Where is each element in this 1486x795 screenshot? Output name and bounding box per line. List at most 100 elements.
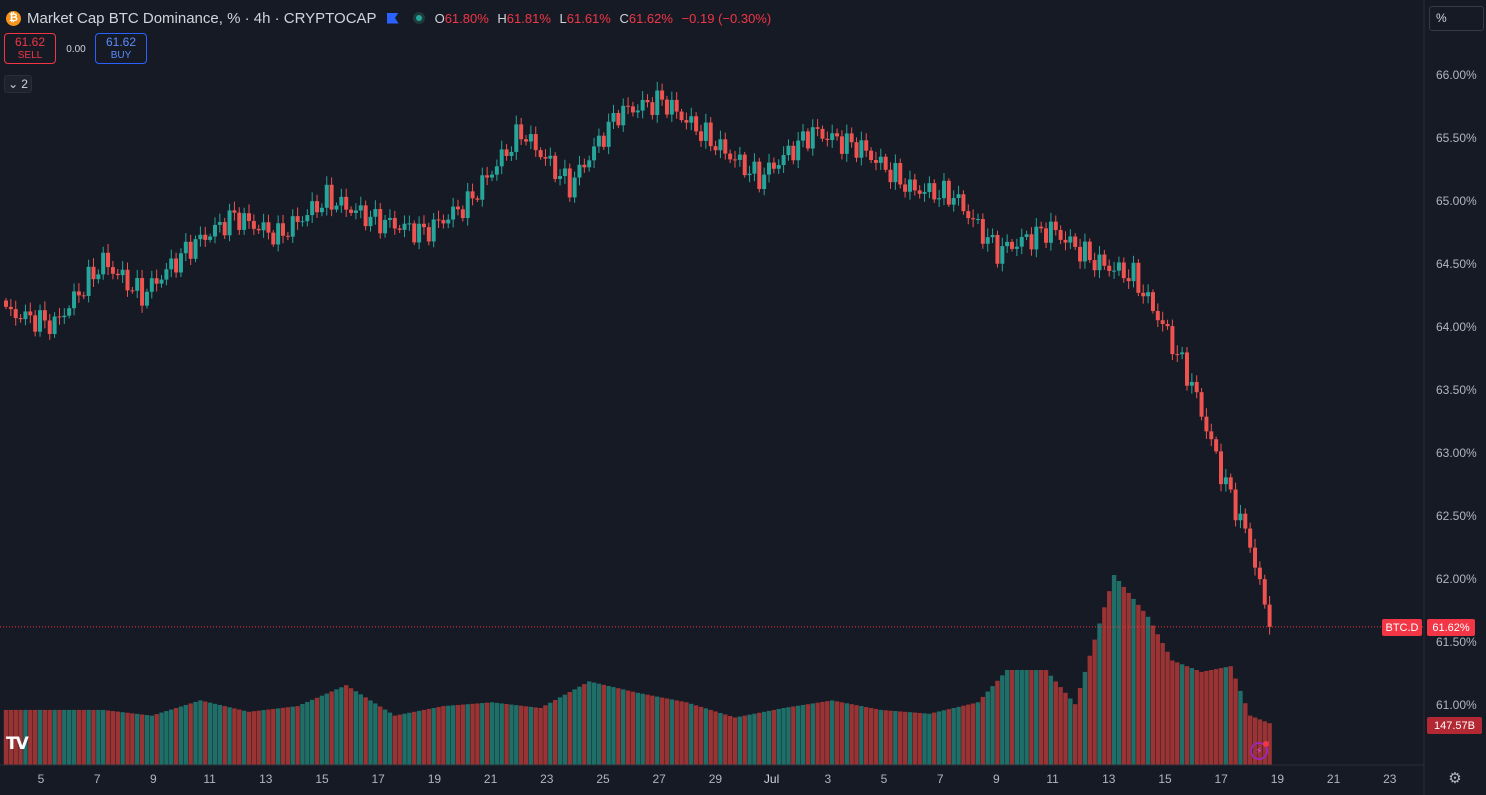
candle-body [1073,236,1078,247]
candle-body [101,252,106,275]
tradingview-logo[interactable]: TV [6,734,29,754]
candle-body [640,99,645,111]
volume-bar [917,712,922,765]
candle-body [601,135,606,147]
flag-icon[interactable] [386,12,399,24]
candle-body [689,116,694,123]
candle-body [421,223,426,228]
candle-body [67,308,72,316]
volume-bar [135,713,140,765]
candle-body [679,111,684,121]
candle-body [305,215,310,222]
candle-body [76,291,81,296]
volume-bar [689,703,694,765]
candle-body [1189,381,1194,386]
volume-bar [888,710,893,765]
volume-bar [1087,655,1092,765]
date-tick-label: 19 [427,772,442,786]
candle-body [742,154,747,176]
candle-body [266,222,271,233]
volume-bar [198,700,203,765]
volume-bar [188,703,193,765]
volume-bar [655,696,660,765]
candle-body [1053,221,1058,231]
volume-bar [373,703,378,765]
candle-body [4,300,8,307]
volume-bar [290,706,295,765]
candle-body [1141,292,1146,297]
candle-body [781,155,786,166]
candle-body [1121,262,1126,279]
volume-bar [810,703,815,765]
close-value: 61.62% [628,10,673,26]
candle-body [971,218,976,220]
sell-button[interactable]: 61.62 SELL [4,33,56,64]
candle-body [480,175,485,200]
candle-body [903,184,908,192]
symbol-title[interactable]: Market Cap BTC Dominance, % · 4h · CRYPT… [27,9,377,27]
candle-body [159,279,164,284]
indicators-toggle-button[interactable]: ⌄ 2 [4,75,32,93]
candle-body [120,269,125,276]
date-tick-label: 19 [1270,772,1285,786]
candle-body [956,194,961,199]
volume-bar [339,687,344,765]
candle-body [1238,513,1243,521]
candle-body [455,206,460,210]
volume-bar [932,712,937,765]
candle-body [698,131,703,141]
volume-bar [518,705,524,765]
volume-bar [149,715,154,765]
volume-bar [795,705,801,765]
candle-body [1107,265,1112,271]
candle-body [733,159,737,161]
volume-bar [1233,678,1238,765]
candle-body [217,222,222,225]
candle-body [144,291,149,306]
volume-bar [956,706,961,765]
candle-body [334,205,339,210]
buy-button[interactable]: 61.62 BUY [95,33,147,64]
volume-bar [1184,666,1190,765]
volume-bar [684,702,689,765]
volume-bar [1150,625,1156,765]
volume-bar [883,710,888,765]
candle-body [227,210,232,236]
candle-body [1039,226,1044,229]
candle-body [1175,354,1180,356]
candle-body [149,278,154,292]
volume-bar [791,706,796,765]
volume-bar [1073,704,1078,765]
date-tick-label: 25 [596,772,610,786]
lightning-icon[interactable]: ⚡ [1250,741,1269,760]
candle-body [193,239,198,259]
candle-body [344,196,349,210]
volume-bar [23,709,28,765]
market-status-icon[interactable] [412,12,425,24]
volume-bar [154,714,159,765]
candle-body [796,140,801,161]
volume-bar [820,701,825,765]
price-tick-label: 63.00% [1436,446,1477,460]
volume-bar [300,704,305,765]
candle-body [519,124,524,140]
scale-mode-button[interactable]: % [1429,6,1484,31]
high-value: 61.81% [506,10,551,26]
candle-body [140,278,145,306]
candle-body [363,205,368,227]
gear-icon[interactable]: ⚙ [1448,770,1462,787]
candle-body [893,162,898,183]
candle-body [635,110,640,113]
candle-body [1112,270,1117,272]
candle-body [242,213,247,230]
candle-body [397,228,402,230]
candle-body [1214,439,1219,452]
candle-body [504,149,509,156]
volume-bar [436,707,441,765]
candle-body [864,140,869,151]
volume-bar [557,697,563,765]
volume-bar [251,711,257,765]
candle-body [558,176,563,180]
volume-bar [256,710,261,765]
